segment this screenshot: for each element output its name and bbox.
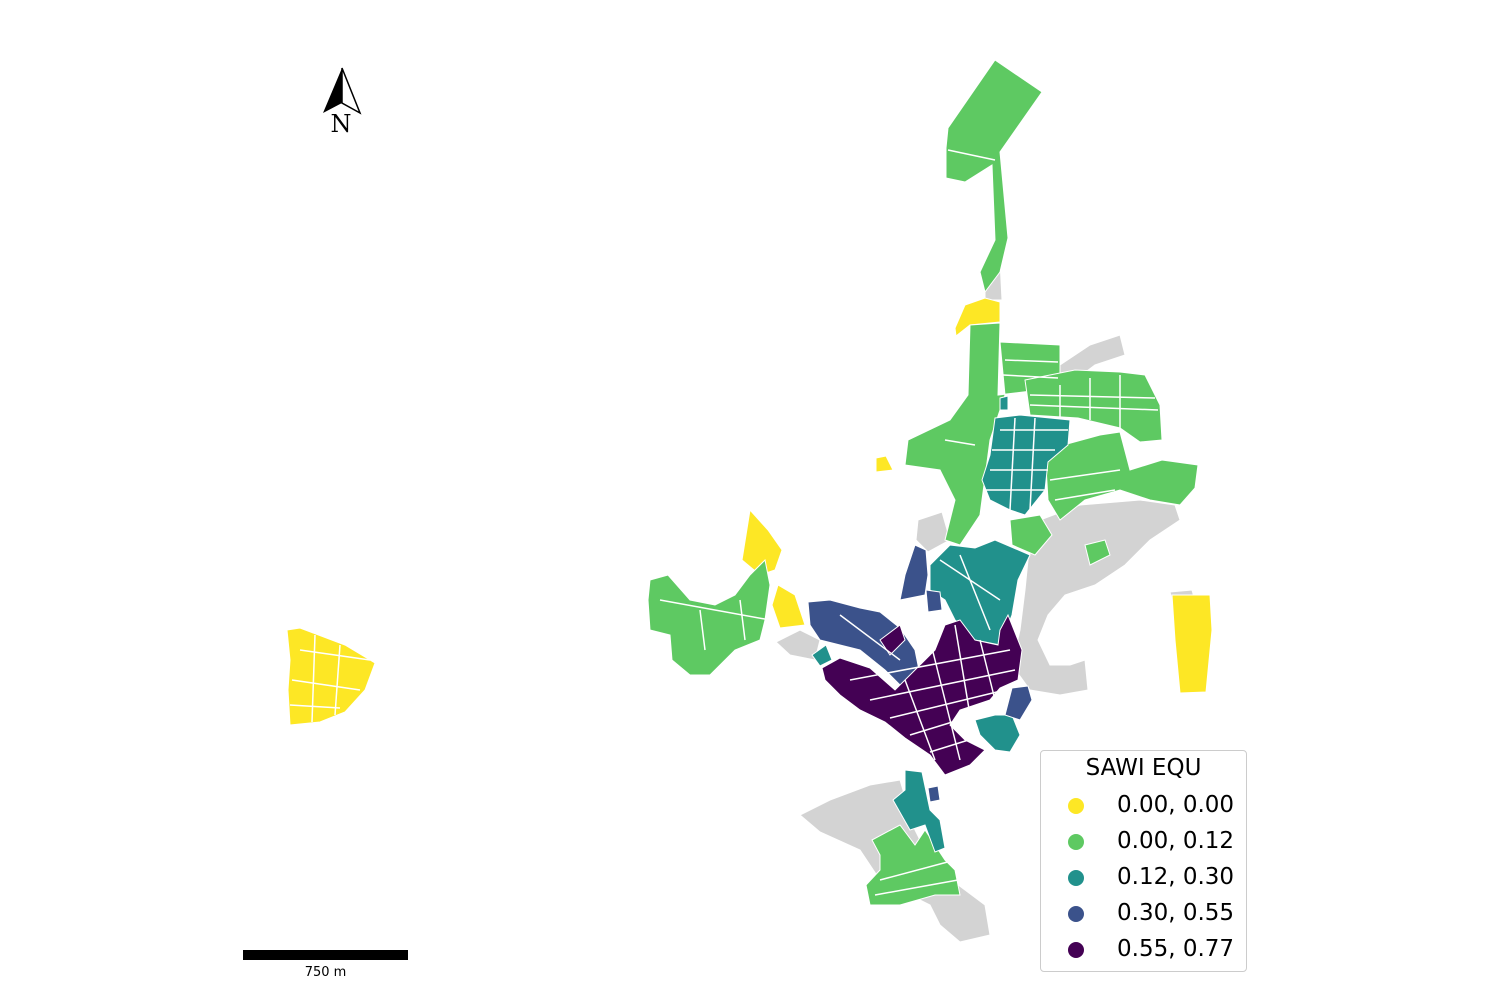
map-region <box>974 714 1021 753</box>
legend-item: 0.00, 0.00 <box>1041 788 1246 824</box>
legend-title: SAWI EQU <box>1085 755 1202 781</box>
street-line <box>1029 404 1159 411</box>
street-lines <box>289 149 1159 896</box>
legend-label: 0.30, 0.55 <box>1117 900 1235 926</box>
north-arrow-right-half <box>341 67 362 115</box>
legend-swatch <box>1068 942 1084 958</box>
street-line <box>311 634 316 723</box>
map-region <box>771 584 806 629</box>
legend: SAWI EQU 0.00, 0.00 0.00, 0.12 0.12, 0.3… <box>1040 750 1247 972</box>
map-region <box>286 627 376 726</box>
legend-swatch <box>1068 798 1084 814</box>
legend-label: 0.00, 0.12 <box>1117 828 1235 854</box>
street-line <box>909 711 986 736</box>
street-line <box>959 554 991 631</box>
north-arrow: N <box>323 67 362 138</box>
map-region <box>1009 514 1053 556</box>
class-purple-areas <box>821 613 1023 776</box>
street-line <box>1002 374 1059 379</box>
street-line <box>1049 469 1121 481</box>
street-line <box>874 879 959 896</box>
street-line <box>1009 417 1016 511</box>
map-region <box>865 824 961 906</box>
scale-bar <box>243 950 408 960</box>
legend-swatch <box>1068 870 1084 886</box>
map-region <box>945 59 1043 294</box>
street-line <box>904 679 936 761</box>
map-region <box>741 508 783 576</box>
scale-label: 750 m <box>304 965 347 980</box>
street-line <box>291 679 361 691</box>
legend-item: 0.12, 0.30 <box>1041 860 1246 896</box>
street-line <box>944 439 976 446</box>
map-region <box>899 544 929 601</box>
street-line <box>739 599 746 641</box>
legend-label: 0.00, 0.00 <box>1117 792 1235 818</box>
map-region <box>954 297 1001 337</box>
map-region <box>647 558 771 676</box>
map-region <box>811 644 833 667</box>
map-region <box>1084 539 1111 566</box>
street-line <box>659 599 771 621</box>
map-region <box>821 613 1023 776</box>
street-line <box>879 859 956 881</box>
street-line <box>1054 489 1116 501</box>
map-region <box>875 455 894 473</box>
legend-swatch <box>1068 906 1084 922</box>
map-region <box>1004 685 1033 721</box>
street-line <box>1029 417 1036 511</box>
no-data-area <box>915 511 951 553</box>
map-region <box>1171 594 1213 694</box>
legend-swatch <box>1068 834 1084 850</box>
street-line <box>947 149 996 161</box>
street-line <box>889 689 1006 719</box>
legend-item: 0.55, 0.77 <box>1041 932 1246 968</box>
street-line <box>929 639 961 761</box>
north-arrow-left-half <box>323 68 342 113</box>
street-line <box>954 624 976 746</box>
street-line <box>929 737 976 753</box>
street-line <box>334 644 341 716</box>
street-line <box>299 649 371 661</box>
legend-item: 0.00, 0.12 <box>1041 824 1246 860</box>
class-blue-areas <box>807 544 1033 803</box>
no-data-area <box>775 629 821 661</box>
street-line <box>869 669 1016 701</box>
legend-item: 0.30, 0.55 <box>1041 896 1246 932</box>
street-line <box>289 704 341 709</box>
map-region <box>925 589 943 613</box>
legend-label: 0.55, 0.77 <box>1117 936 1235 962</box>
map-region <box>999 395 1009 411</box>
street-line <box>979 639 996 701</box>
north-label: N <box>331 110 352 138</box>
class-yellow-areas <box>286 297 1213 726</box>
class-teal-areas <box>811 395 1071 853</box>
map-region <box>1044 431 1199 521</box>
class-green-areas <box>647 59 1199 906</box>
street-line <box>839 614 901 661</box>
street-line <box>1029 394 1156 399</box>
legend-label: 0.12, 0.30 <box>1117 864 1235 890</box>
street-line <box>699 609 706 651</box>
map-region <box>892 769 946 853</box>
map-region <box>929 539 1031 646</box>
street-line <box>1004 359 1059 363</box>
map-region <box>927 785 941 803</box>
